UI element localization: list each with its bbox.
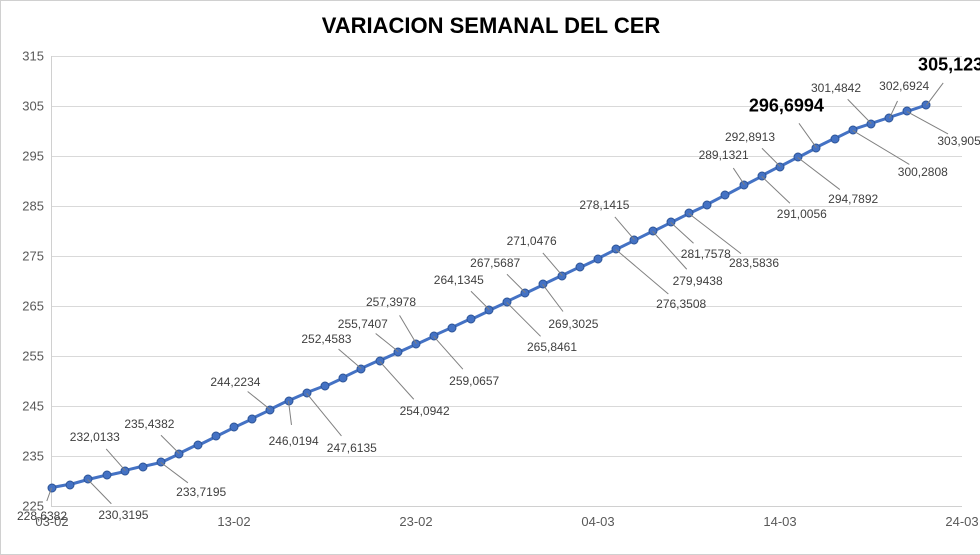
data-marker (721, 191, 730, 200)
data-label: 230,3195 (98, 508, 148, 522)
chart-title: VARIACION SEMANAL DEL CER (1, 1, 980, 47)
data-marker (230, 423, 239, 432)
leader-line (88, 479, 113, 504)
data-label: 267,5687 (470, 256, 520, 270)
data-label: 254,0942 (400, 404, 450, 418)
data-marker (102, 471, 111, 480)
leader-line (399, 315, 417, 344)
y-tick-label: 255 (22, 349, 52, 364)
data-marker (248, 414, 257, 423)
data-marker (211, 432, 220, 441)
data-label: 259,0657 (449, 374, 499, 388)
data-marker (66, 480, 75, 489)
leader-line (847, 98, 872, 123)
data-label: 281,7578 (681, 247, 731, 261)
leader-line (507, 274, 526, 293)
data-marker (321, 382, 330, 391)
x-tick-label: 04-03 (581, 506, 614, 529)
leader-line (470, 291, 489, 310)
data-label: 228,6382 (17, 509, 67, 523)
y-gridline (52, 456, 962, 457)
data-marker (466, 315, 475, 324)
data-label: 283,5836 (729, 256, 779, 270)
leader-line (248, 391, 271, 410)
leader-line (161, 462, 189, 483)
x-tick-label: 13-02 (217, 506, 250, 529)
data-label: 303,9055 (937, 134, 980, 148)
leader-line (907, 111, 948, 134)
y-tick-label: 275 (22, 249, 52, 264)
data-label: 291,0056 (777, 207, 827, 221)
x-tick-label: 23-02 (399, 506, 432, 529)
y-tick-label: 305 (22, 99, 52, 114)
leader-line (852, 130, 909, 165)
leader-line (379, 361, 414, 400)
leader-line (761, 176, 790, 204)
data-label: 269,3025 (548, 317, 598, 331)
data-label: 265,8461 (527, 340, 577, 354)
leader-line (433, 336, 463, 370)
y-tick-label: 315 (22, 49, 52, 64)
data-label: 264,1345 (434, 273, 484, 287)
data-label: 302,6924 (879, 79, 929, 93)
data-label: 294,7892 (828, 192, 878, 206)
leader-line (799, 123, 817, 148)
data-label: 271,0476 (507, 234, 557, 248)
x-tick-label: 24-03 (945, 506, 978, 529)
leader-line (543, 284, 564, 312)
leader-line (615, 217, 635, 240)
leader-line (339, 348, 362, 368)
data-label: 278,1415 (579, 198, 629, 212)
data-label: 289,1321 (699, 148, 749, 162)
leader-line (161, 434, 180, 453)
data-label: 233,7195 (176, 485, 226, 499)
data-marker (703, 200, 712, 209)
y-tick-label: 265 (22, 299, 52, 314)
data-label: 279,9438 (673, 274, 723, 288)
leader-line (670, 222, 694, 244)
leader-line (105, 448, 125, 471)
y-gridline (52, 156, 962, 157)
y-gridline (52, 106, 962, 107)
data-marker (575, 263, 584, 272)
data-label: 252,4583 (301, 332, 351, 346)
data-label: 300,2808 (898, 165, 948, 179)
data-marker (139, 462, 148, 471)
data-label: 301,4842 (811, 81, 861, 95)
y-gridline (52, 406, 962, 407)
data-marker (339, 373, 348, 382)
data-label: 255,7407 (338, 317, 388, 331)
data-label: 244,2234 (210, 375, 260, 389)
data-label: 235,4382 (124, 417, 174, 431)
data-marker (448, 323, 457, 332)
x-tick-label: 14-03 (763, 506, 796, 529)
plot-area: 22523524525526527528529530531503-0213-02… (51, 56, 962, 507)
data-marker (412, 340, 421, 349)
data-marker (193, 441, 202, 450)
y-gridline (52, 356, 962, 357)
y-tick-label: 245 (22, 399, 52, 414)
data-label: 276,3508 (656, 297, 706, 311)
data-marker (594, 254, 603, 263)
line-chart: VARIACION SEMANAL DEL CER 22523524525526… (0, 0, 980, 555)
data-label: 247,6135 (327, 441, 377, 455)
data-label: 257,3978 (366, 295, 416, 309)
data-label: 296,6994 (749, 95, 824, 116)
data-label: 305,1234 (918, 55, 980, 76)
y-tick-label: 235 (22, 449, 52, 464)
data-label: 292,8913 (725, 130, 775, 144)
data-label: 246,0194 (269, 434, 319, 448)
y-tick-label: 295 (22, 149, 52, 164)
data-marker (830, 134, 839, 143)
leader-line (798, 157, 841, 190)
leader-line (306, 393, 342, 436)
data-label: 232,0133 (70, 430, 120, 444)
y-gridline (52, 56, 962, 57)
leader-line (375, 334, 398, 353)
y-tick-label: 285 (22, 199, 52, 214)
